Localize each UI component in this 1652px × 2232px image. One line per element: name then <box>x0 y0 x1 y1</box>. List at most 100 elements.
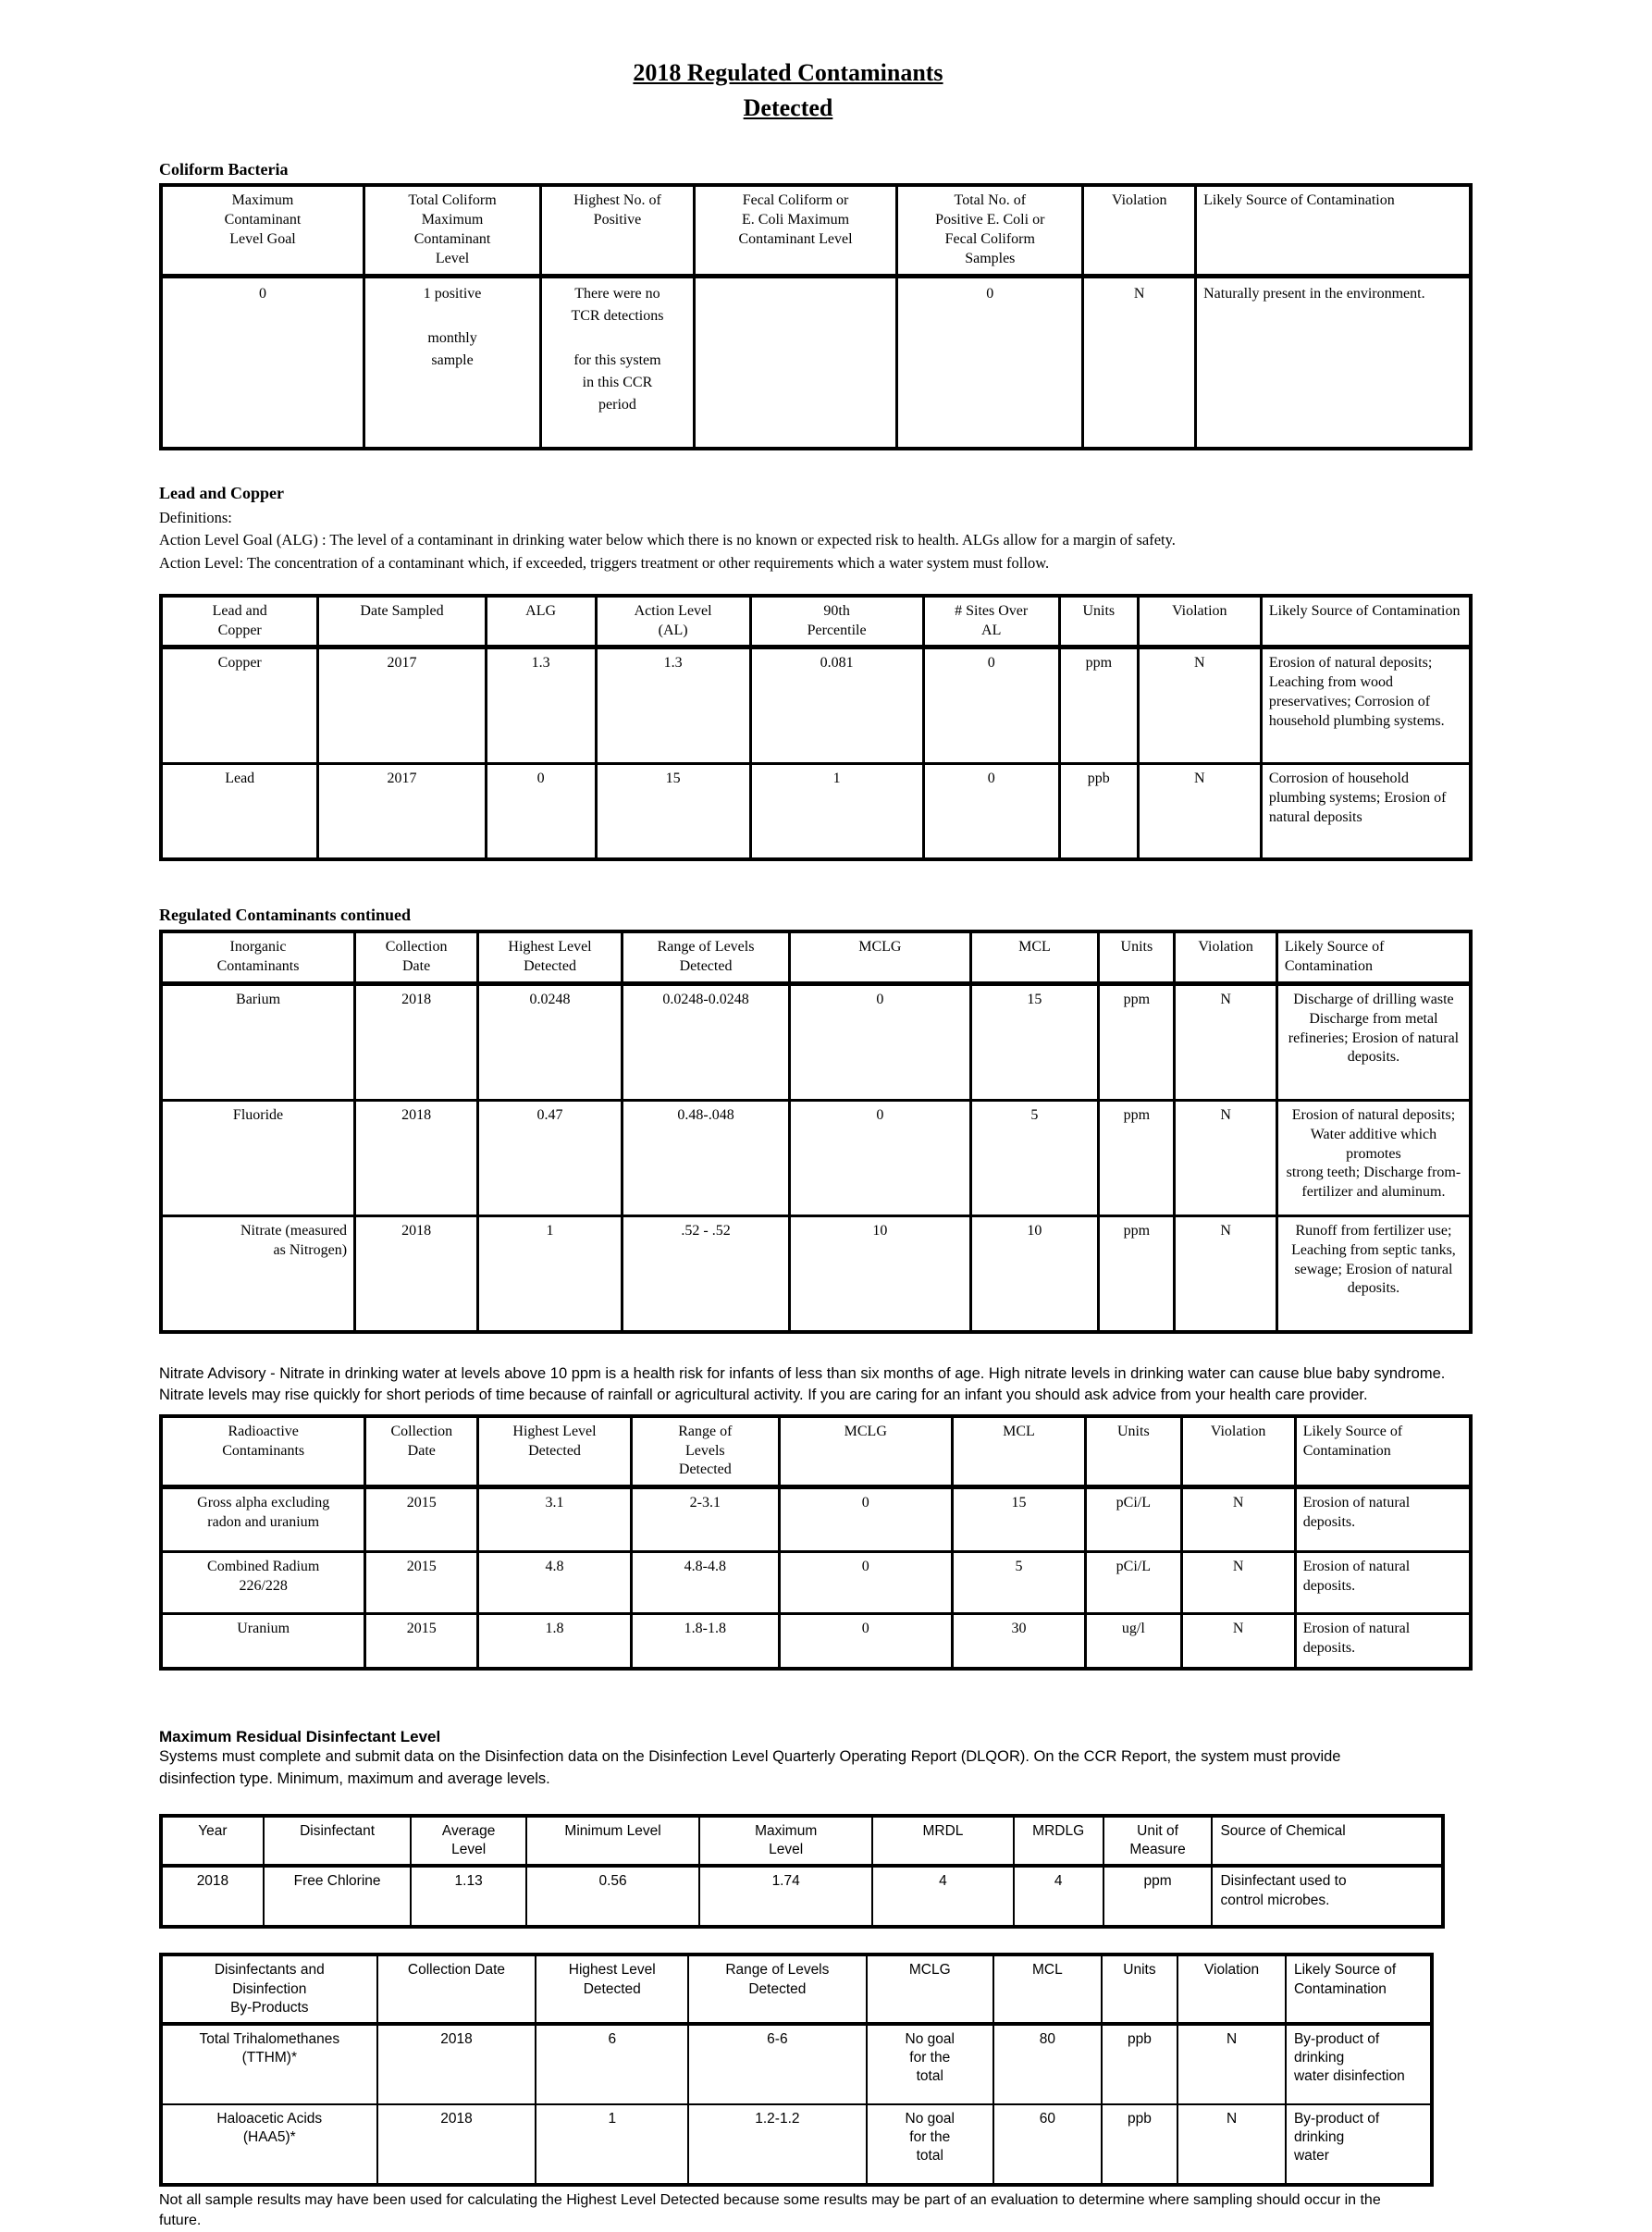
table-cell: 1.3 <box>594 646 752 766</box>
table-cell: Erosion of natural deposits; Leaching fr… <box>1259 646 1473 766</box>
definition-alg: Action Level Goal (ALG) : The level of a… <box>159 531 1176 549</box>
column-header: MRDL <box>871 1815 1015 1868</box>
table-cell: Copper <box>159 646 320 766</box>
table-cell: 1.3 <box>484 646 598 766</box>
radioactive-contaminants-table: Radioactive Contaminants Collection Date… <box>159 1413 1473 1671</box>
table-cell: 4 <box>1012 1865 1104 1929</box>
table-cell: Haloacetic Acids (HAA5)* <box>160 2103 378 2186</box>
table-cell: 2-3.1 <box>629 1486 781 1554</box>
table-cell: 0.0248-0.0248 <box>620 982 792 1102</box>
table-cell: 0 <box>777 1550 954 1616</box>
table-cell <box>692 274 899 450</box>
table-cell: ppm <box>1057 646 1140 766</box>
table-cell: 15 <box>594 762 752 861</box>
table-row: Fluoride 2018 0.47 0.48-.048 0 5 ppm N E… <box>159 1099 1473 1217</box>
column-header: MCLG <box>865 1954 994 2026</box>
column-header: 90th Percentile <box>748 594 925 650</box>
nitrate-advisory-text: Nitrate Advisory - Nitrate in drinking w… <box>159 1365 1446 1404</box>
table-cell: 1 <box>748 762 925 861</box>
table-cell: Erosion of natural deposits; Water addit… <box>1275 1099 1473 1217</box>
table-cell: 5 <box>968 1099 1101 1217</box>
table-row: Gross alpha excluding radon and uranium … <box>159 1486 1473 1554</box>
regulated-section-heading: Regulated Contaminants continued <box>159 906 412 925</box>
table-cell: Total Trihalomethanes (TTHM)* <box>160 2022 378 2105</box>
table-cell: 0 <box>159 274 365 450</box>
column-header: Violation <box>1136 594 1263 650</box>
table-cell: 0.47 <box>476 1099 623 1217</box>
table-cell: Gross alpha excluding radon and uranium <box>159 1486 367 1554</box>
table-cell: N <box>1179 1612 1297 1671</box>
table-cell: Discharge of drilling waste Discharge fr… <box>1275 982 1473 1102</box>
column-header: Year <box>160 1815 265 1868</box>
table-row: Nitrate (measured as Nitrogen) 2018 1 .5… <box>159 1215 1473 1334</box>
table-cell: Fluoride <box>159 1099 357 1217</box>
table-cell: 2015 <box>364 1612 480 1671</box>
table-row: Uranium 2015 1.8 1.8-1.8 0 30 ug/l N Ero… <box>159 1612 1473 1671</box>
table-cell: 0 <box>777 1486 954 1554</box>
table-cell: 2015 <box>364 1486 480 1554</box>
table-cell: Erosion of natural deposits. <box>1293 1612 1473 1671</box>
table-cell: Lead <box>159 762 320 861</box>
column-header: Units <box>1100 1954 1179 2026</box>
table-cell: ppb <box>1057 762 1140 861</box>
table-cell: 60 <box>992 2103 1103 2186</box>
column-header: Maximum Level <box>698 1815 874 1868</box>
column-header: Likely Source of Contamination <box>1194 183 1473 278</box>
column-header: Disinfectant <box>262 1815 413 1868</box>
table-cell: ppm <box>1097 1099 1177 1217</box>
table-cell: 1.74 <box>698 1865 874 1929</box>
column-header: Disinfectants and Disinfection By-Produc… <box>160 1954 378 2026</box>
table-cell: ug/l <box>1084 1612 1183 1671</box>
column-header: Likely Source of Contamination <box>1259 594 1473 650</box>
table-header-row: Inorganic Contaminants Collection Date H… <box>159 930 1473 987</box>
table-cell: ppm <box>1102 1865 1214 1929</box>
table-cell: 0 <box>921 646 1061 766</box>
table-cell: 1.2-1.2 <box>687 2103 868 2186</box>
table-cell: Erosion of natural deposits. <box>1293 1486 1473 1554</box>
column-header: Units <box>1057 594 1140 650</box>
table-cell: Corrosion of household plumbing systems;… <box>1259 762 1473 861</box>
column-header: Unit of Measure <box>1102 1815 1214 1868</box>
table-cell: 2018 <box>353 982 480 1102</box>
column-header: Violation <box>1179 1414 1297 1490</box>
table-row: Copper 2017 1.3 1.3 0.081 0 ppm N Erosio… <box>159 646 1473 766</box>
table-cell: 2018 <box>160 1865 265 1929</box>
column-header: MCL <box>992 1954 1103 2026</box>
table-cell: ppm <box>1097 982 1177 1102</box>
table-cell: 0 <box>777 1612 954 1671</box>
column-header: Radioactive Contaminants <box>159 1414 367 1490</box>
table-cell: 0 <box>921 762 1061 861</box>
table-header-row: Year Disinfectant Average Level Minimum … <box>160 1815 1444 1868</box>
column-header: Highest Level Detected <box>476 1414 633 1490</box>
table-cell: ppb <box>1100 2022 1179 2105</box>
table-header-row: Disinfectants and Disinfection By-Produc… <box>160 1954 1434 2026</box>
column-header: Violation <box>1173 930 1278 987</box>
column-header: Units <box>1084 1414 1183 1490</box>
table-cell: Erosion of natural deposits. <box>1293 1550 1473 1616</box>
table-cell: 0.081 <box>748 646 925 766</box>
page-title-line1: 2018 Regulated Contaminants <box>633 59 943 86</box>
table-cell: 0.48-.048 <box>620 1099 792 1217</box>
column-header: Violation <box>1081 183 1198 278</box>
report-page: 2018 Regulated Contaminants Detected Col… <box>159 55 1473 2232</box>
table-cell: 2015 <box>364 1550 480 1616</box>
table-cell: 0 <box>895 274 1085 450</box>
column-header: Range of Levels Detected <box>629 1414 781 1490</box>
column-header: Violation <box>1177 1954 1287 2026</box>
table-row: Combined Radium 226/228 2015 4.8 4.8-4.8… <box>159 1550 1473 1616</box>
table-cell: 6 <box>535 2022 690 2105</box>
column-header: Highest Level Detected <box>476 930 623 987</box>
table-cell: Uranium <box>159 1612 367 1671</box>
table-cell: ppb <box>1100 2103 1179 2186</box>
table-row: Total Trihalomethanes (TTHM)* 2018 6 6-6… <box>160 2022 1434 2105</box>
table-cell: Runoff from fertilizer use; Leaching fro… <box>1275 1215 1473 1334</box>
table-cell: 0.56 <box>524 1865 701 1929</box>
column-header: MRDLG <box>1012 1815 1104 1868</box>
table-row: 2018 Free Chlorine 1.13 0.56 1.74 4 4 pp… <box>160 1865 1444 1929</box>
table-cell: Naturally present in the environment. <box>1194 274 1473 450</box>
table-cell: N <box>1173 982 1278 1102</box>
definition-al: Action Level: The concentration of a con… <box>159 554 1050 573</box>
table-cell: By-product of drinking water disinfectio… <box>1284 2022 1434 2105</box>
column-header: Date Sampled <box>316 594 487 650</box>
coliform-bacteria-table: Maximum Contaminant Level Goal Total Col… <box>159 183 1473 450</box>
